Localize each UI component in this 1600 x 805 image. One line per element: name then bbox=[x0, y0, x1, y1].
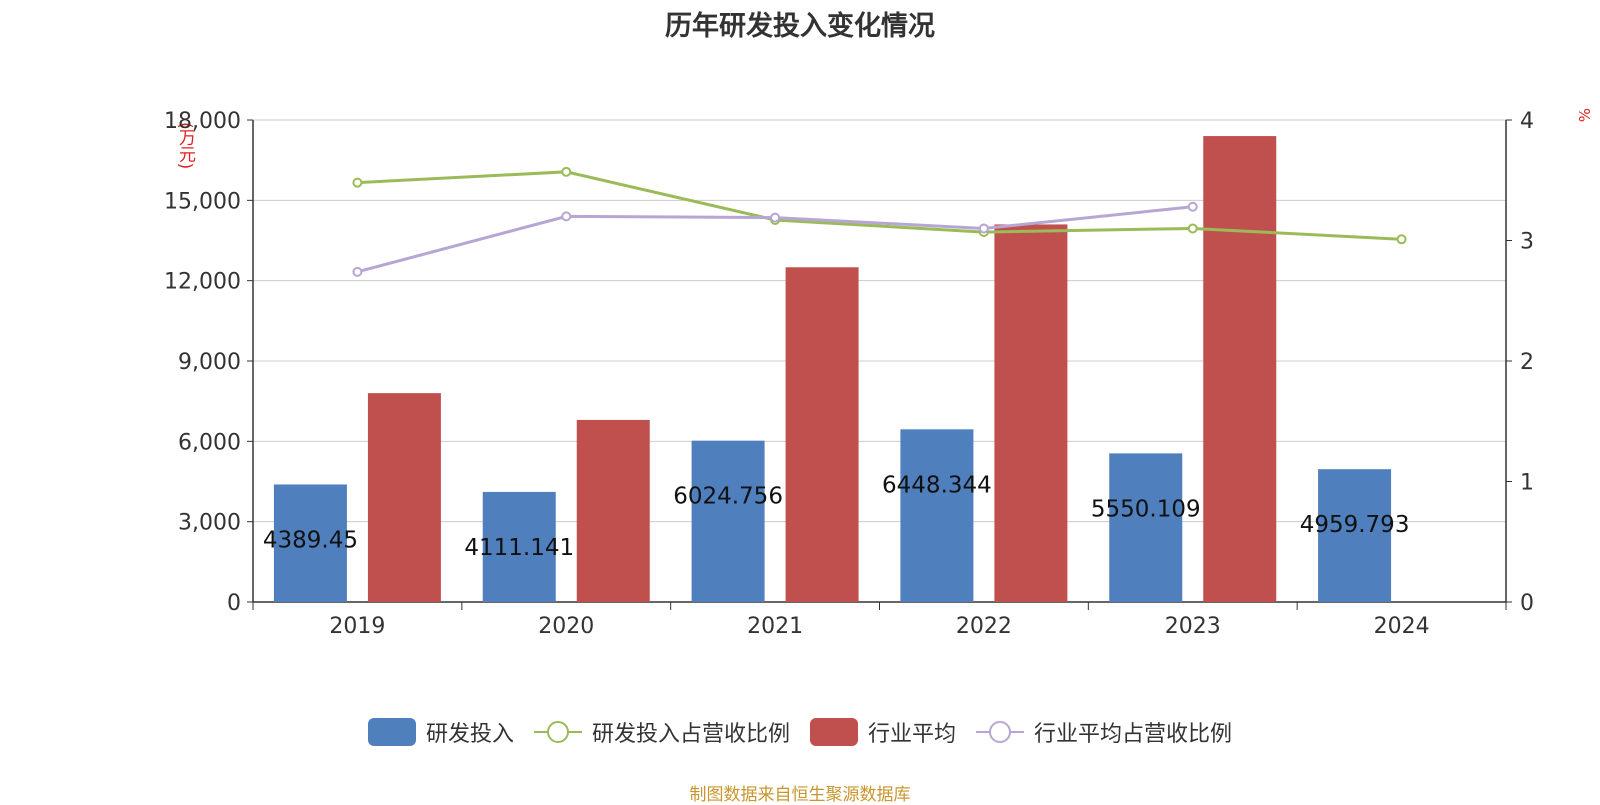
left-axis-tick-label: 3,000 bbox=[178, 511, 241, 536]
chart-title: 历年研发投入变化情况 bbox=[665, 11, 935, 42]
x-axis-tick-label: 2019 bbox=[329, 614, 385, 639]
right-axis-tick-label: 2 bbox=[1520, 350, 1534, 375]
left-axis-tick-label: 12,000 bbox=[164, 270, 241, 295]
x-axis-tick-label: 2021 bbox=[747, 614, 803, 639]
x-axis-tick-label: 2023 bbox=[1165, 614, 1221, 639]
rd-bar bbox=[1318, 469, 1392, 602]
rd-ratio-line bbox=[357, 170, 1402, 241]
left-axis-tick-label: 0 bbox=[227, 591, 241, 616]
industry-ratio-point bbox=[352, 266, 363, 277]
rd-bar bbox=[900, 429, 974, 602]
data-source-note: 制图数据来自恒生聚源数据库 bbox=[689, 785, 911, 805]
rd-bar bbox=[691, 440, 765, 602]
left-axis-unit: (万元) bbox=[175, 122, 195, 170]
right-axis-tick-label: 3 bbox=[1520, 230, 1534, 255]
rd-bar-value-label: 6024.756 bbox=[673, 484, 783, 510]
legend-item-industry[interactable]: 行业平均 bbox=[810, 716, 956, 748]
rd-ratio-point bbox=[561, 166, 572, 177]
left-axis-tick-label: 15,000 bbox=[164, 189, 241, 214]
legend: 研发投入 研发投入占营收比例 行业平均 行业平均占营收比例 bbox=[0, 716, 1600, 748]
industry-bar bbox=[367, 393, 441, 602]
rd-bar bbox=[1109, 453, 1183, 602]
industry-bar bbox=[576, 419, 650, 602]
rd-ratio-point bbox=[352, 177, 363, 188]
rd-bar-value-label: 6448.344 bbox=[882, 472, 992, 498]
rd-bar bbox=[273, 484, 347, 602]
rd-ratio-point bbox=[1396, 234, 1407, 245]
legend-label: 行业平均 bbox=[868, 722, 957, 747]
legend-bar-swatch-icon bbox=[810, 718, 858, 746]
industry-bar bbox=[785, 267, 859, 602]
chart-canvas: 0 3,000 6,000 9,000 12,000 15,000 18,000 0 1 2 3 4 2… bbox=[164, 109, 1534, 639]
industry-ratio-point bbox=[978, 223, 989, 234]
industry-bar bbox=[1203, 136, 1277, 603]
left-axis-tick-label: 9,000 bbox=[178, 350, 241, 375]
rd-bar bbox=[482, 491, 556, 602]
left-axis-tick-label: 18,000 bbox=[164, 109, 241, 134]
right-axis-tick-label: 0 bbox=[1520, 591, 1534, 616]
left-axis-tick-label: 6,000 bbox=[178, 430, 241, 455]
industry-ratio-point bbox=[1187, 201, 1198, 212]
legend-item-rd[interactable]: 研发投入 bbox=[367, 716, 514, 748]
industry-ratio-point bbox=[561, 211, 572, 222]
legend-bar-swatch-icon bbox=[367, 718, 416, 746]
legend-label: 研发投入占营收比例 bbox=[591, 722, 790, 747]
right-axis-tick-label: 1 bbox=[1520, 471, 1534, 496]
industry-ratio-point bbox=[770, 212, 781, 223]
industry-bar bbox=[994, 224, 1068, 602]
legend-line-swatch-icon bbox=[976, 718, 1025, 746]
rd-bar-value-label: 4389.45 bbox=[263, 527, 358, 553]
right-axis-tick-label: 4 bbox=[1520, 109, 1534, 134]
legend-label: 研发投入 bbox=[425, 722, 514, 747]
legend-item-industry-ratio[interactable]: 行业平均占营收比例 bbox=[976, 716, 1232, 748]
rd-bar-value-label: 5550.109 bbox=[1091, 496, 1201, 522]
rd-bar-value-label: 4959.793 bbox=[1300, 512, 1410, 538]
x-axis-tick-label: 2024 bbox=[1374, 614, 1430, 639]
x-axis-tick-label: 2020 bbox=[538, 614, 594, 639]
rd-ratio-point bbox=[1187, 223, 1198, 234]
legend-label: 行业平均占营收比例 bbox=[1034, 722, 1233, 747]
legend-line-swatch-icon bbox=[533, 718, 582, 746]
rd-bar-value-label: 4111.141 bbox=[464, 535, 574, 561]
x-axis-tick-label: 2022 bbox=[956, 614, 1012, 639]
legend-item-rd-ratio[interactable]: 研发投入占营收比例 bbox=[533, 716, 790, 748]
